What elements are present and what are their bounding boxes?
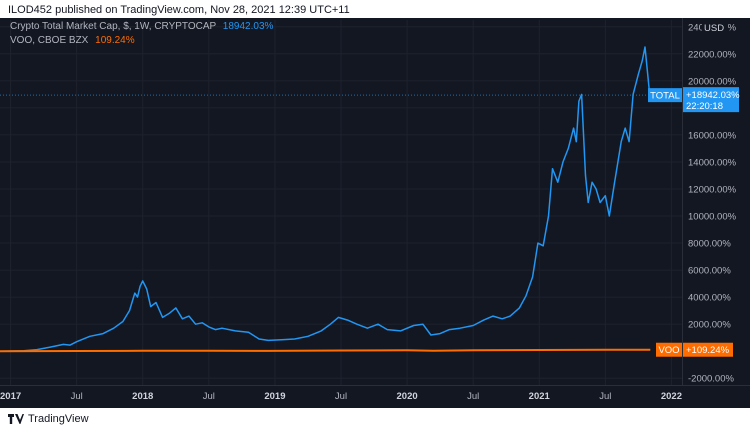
total-time-label: 22:20:18 [686,101,723,112]
y-tick-label: 20000.00% [688,76,737,87]
tradingview-logo-icon [8,414,24,424]
x-tick-label: 2021 [529,391,551,402]
series-line-voo [0,348,651,353]
total-tag-label: TOTAL [650,91,680,102]
voo-tag-bg [656,342,682,357]
legend-total-label: Crypto Total Market Cap, $, 1W, CRYPTOCA… [10,21,217,32]
total-value-bg [683,87,739,113]
footer-brand-label: TradingView [28,413,89,425]
y-tick-label: 6000.00% [688,266,731,277]
y-tick-label: 22000.00% [688,49,737,60]
x-tick-label: Jul [71,391,83,402]
x-tick-label: Jul [467,391,479,402]
total-value-label: +18942.03% [686,90,740,101]
x-tick-label: 2020 [397,391,418,402]
x-tick-label: 2018 [132,391,153,402]
x-tick-label: 2022 [661,391,682,402]
y-tick-label: -2000.00% [688,374,735,385]
y-tick-label: 2000.00% [688,320,731,331]
y-tick-label: 14000.00% [688,157,737,168]
x-tick-label: 2017 [0,391,21,402]
legend-total-value: 18942.03% [222,21,274,32]
voo-value-bg [683,342,733,357]
footer-brand[interactable]: TradingView [8,413,89,425]
y-tick-label: 8000.00% [688,239,731,250]
chart-frame[interactable]: -2000.00% 2000.00% 4000.00% 6000.00% 8000.00… [0,18,750,408]
x-tick-label: 2019 [264,391,285,402]
series-line-total [0,46,652,352]
publisher-line: ILOD452 published on TradingView.com, No… [8,4,350,16]
x-tick-label: Jul [203,391,215,402]
y-tick-label: 12000.00% [688,184,737,195]
legend-row-voo[interactable]: VOO, CBOE BZX 109.24% [10,35,135,46]
legend-voo-label: VOO, CBOE BZX [10,35,89,46]
total-tag-bg [648,88,682,103]
y-tick-label: 16000.00% [688,130,737,141]
legend-row-total[interactable]: Crypto Total Market Cap, $, 1W, CRYPTOCA… [10,21,273,32]
y-tick-label: 10000.00% [688,212,737,223]
y-tick-label: 4000.00% [688,293,731,304]
legend-voo-value: 109.24% [95,35,135,46]
x-tick-label: Jul [335,391,347,402]
chart-canvas[interactable]: -2000.00% 2000.00% 4000.00% 6000.00% 8000.00… [0,18,750,408]
voo-value-label: +109.24% [686,345,730,356]
y-axis-unit-label: USD [704,23,724,34]
ylabel-bg [702,21,728,35]
x-tick-label: Jul [599,391,611,402]
voo-tag-label: VOO [658,345,679,356]
